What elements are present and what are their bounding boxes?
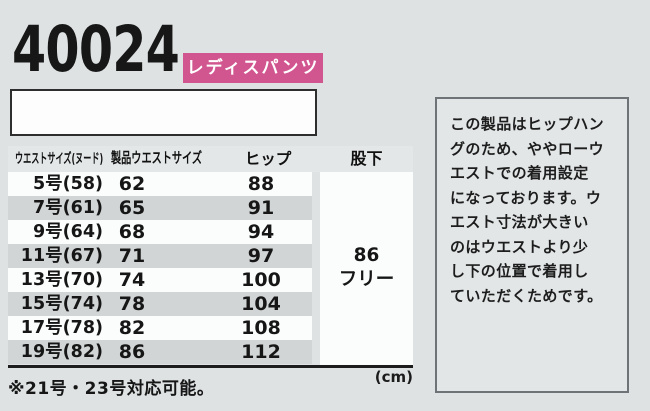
cell-size: 5号(58) — [32, 174, 103, 194]
info-panel-line: グのため、ややローウ — [450, 139, 605, 158]
table-row: 15号(74) 78 104 — [8, 292, 312, 316]
cell-product-waist: 62 — [118, 173, 146, 195]
unit-label: (cm) — [374, 368, 413, 386]
table-bottom-rule — [8, 365, 413, 368]
col-header-waist-nude: ウエストサイズ(ヌード) — [15, 151, 104, 167]
cell-product-waist: 68 — [118, 221, 146, 243]
blank-label-box — [10, 89, 317, 136]
cell-size: 19号(82) — [20, 342, 103, 362]
compatibility-note: ※21号・23号対応可能。 — [8, 379, 215, 399]
table-row: 5号(58) 62 88 — [8, 172, 312, 196]
col-header-inseam: 股下 — [350, 149, 383, 168]
info-panel-line: エスト寸法が大きい — [450, 213, 589, 231]
table-header-row: ウエストサイズ(ヌード) 製品ウエストサイズ ヒップ 股下 — [8, 146, 413, 172]
table-row: 19号(82) 86 112 — [8, 340, 312, 364]
info-panel-line: になっております。ウ — [450, 188, 602, 207]
info-panel-line: この製品はヒップハン — [450, 115, 605, 133]
table-row: 13号(70) 74 100 — [8, 268, 312, 292]
cell-hip: 108 — [241, 317, 281, 339]
product-code: 40024 — [12, 13, 180, 86]
cell-size: 11号(67) — [20, 246, 103, 266]
table-body: 5号(58) 62 88 7号(61) 65 91 9号(64) 68 94 1… — [8, 172, 413, 368]
cell-size: 9号(64) — [32, 222, 103, 242]
col-header-hip: ヒップ — [244, 150, 292, 168]
info-panel-line: ていただくためです。 — [450, 286, 603, 305]
inseam-value: 86 — [353, 245, 380, 266]
cell-size: 7号(61) — [32, 198, 103, 218]
inseam-column-band — [320, 172, 413, 368]
info-panel-line: エストでの着用設定 — [450, 164, 589, 182]
table-row: 17号(78) 82 108 — [8, 316, 312, 340]
cell-size: 17号(78) — [20, 318, 103, 338]
table-row: 9号(64) 68 94 — [8, 220, 312, 244]
info-panel-line: のはウエストより少 — [450, 237, 589, 256]
cell-hip: 100 — [241, 269, 281, 291]
inseam-value-free: フリー — [338, 269, 395, 290]
table-row: 11号(67) 71 97 — [8, 244, 312, 268]
cell-hip: 112 — [241, 341, 281, 363]
size-table: ウエストサイズ(ヌード) 製品ウエストサイズ ヒップ 股下 5号(58) 62 … — [8, 146, 413, 399]
cell-size: 15号(74) — [20, 294, 103, 314]
cell-hip: 91 — [247, 197, 275, 219]
col-header-product-waist: 製品ウエストサイズ — [111, 151, 203, 167]
cell-hip: 94 — [247, 221, 275, 243]
cell-hip: 104 — [241, 293, 281, 315]
cell-product-waist: 86 — [118, 341, 146, 363]
category-badge: レディスパンツ — [183, 53, 323, 83]
cell-product-waist: 74 — [118, 269, 146, 291]
info-panel-line: し下の位置で着用し — [450, 262, 589, 280]
cell-hip: 97 — [247, 245, 275, 267]
cell-product-waist: 71 — [118, 245, 146, 267]
cell-hip: 88 — [247, 173, 275, 195]
inseam-merged-cell: 86 フリー — [320, 244, 413, 292]
cell-product-waist: 82 — [118, 317, 146, 339]
cell-size: 13号(70) — [20, 270, 103, 290]
table-row: 7号(61) 65 91 — [8, 196, 312, 220]
info-panel: この製品はヒップハン グのため、ややローウ エストでの着用設定 になっております… — [435, 97, 629, 393]
cell-product-waist: 78 — [118, 293, 146, 315]
cell-product-waist: 65 — [118, 197, 146, 219]
